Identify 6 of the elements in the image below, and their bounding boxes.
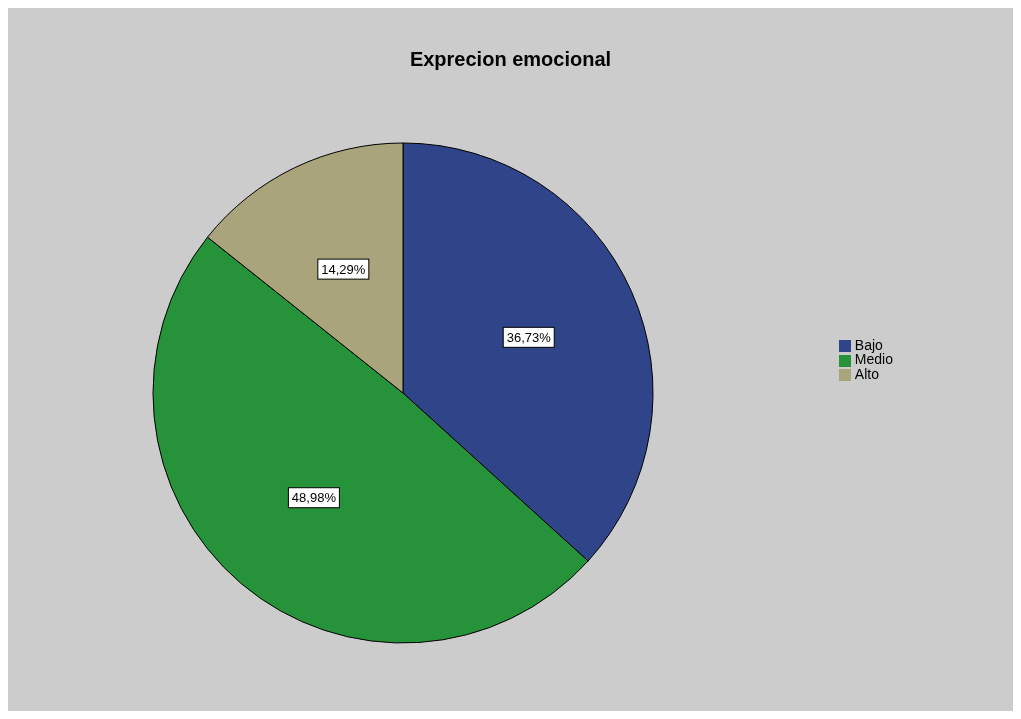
data-label: 48,98% xyxy=(291,490,337,506)
data-label: 14,29% xyxy=(321,261,366,277)
legend-label: Bajo xyxy=(854,337,883,354)
data-label: 36,73% xyxy=(506,329,552,345)
chart-title: Exprecion emocional xyxy=(408,48,613,71)
legend-label: Alto xyxy=(854,365,879,382)
